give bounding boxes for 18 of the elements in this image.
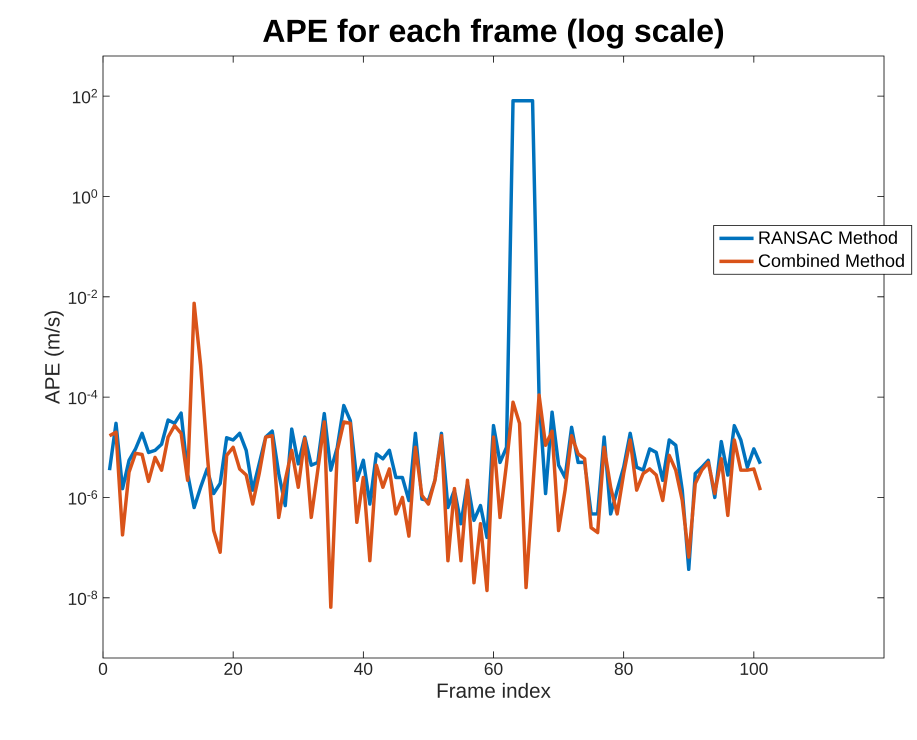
x-tick-label: 40 [354,662,372,675]
y-tick-label: 10$^{-8}$ [68,590,98,606]
y-tick-label: 10$^{0}$ [72,189,98,204]
y-tick-label: 10$^{-4}$ [68,390,98,404]
legend-label: Combined Method [758,254,904,268]
legend-label: RANSAC Method [759,230,897,244]
x-tick-label: 0 [98,662,108,675]
y-axis-title: APE (m/s) [44,311,64,404]
y-tick-label: 10$^{2}$ [72,88,98,104]
x-tick-label: 100 [740,662,768,675]
x-tick-label: 60 [484,662,502,675]
x-tick-label: 80 [614,662,633,675]
x-tick-label: 20 [224,662,242,675]
y-tick-label: 10$^{-6}$ [68,490,98,505]
chart-title: APE for each frame (log scale) [263,18,724,49]
x-axis-title: Frame index [438,682,551,698]
line-series [108,302,762,609]
y-tick-label: 10$^{-2}$ [68,290,98,304]
